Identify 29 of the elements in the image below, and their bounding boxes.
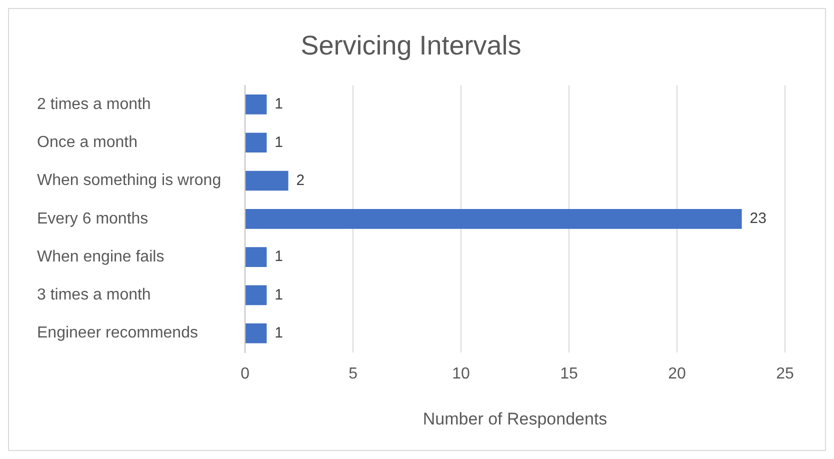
x-tick-label: 5: [348, 365, 358, 382]
bar: [246, 94, 267, 114]
y-tick-label: When something is wrong: [37, 172, 222, 190]
bar: [246, 247, 267, 267]
y-tick-label: When engine fails: [37, 248, 164, 266]
data-label: 1: [274, 286, 284, 304]
bar: [246, 170, 288, 191]
bar: [246, 132, 267, 153]
x-tick-label: 20: [668, 365, 686, 382]
data-label: 1: [274, 96, 284, 113]
y-tick-label: 3 times a month: [37, 286, 151, 304]
data-label: 1: [274, 248, 284, 266]
x-tick-label: 0: [240, 365, 250, 382]
y-tick-label: Engineer recommends: [37, 324, 198, 342]
data-label: 1: [274, 324, 284, 342]
chart-title: Servicing Intervals: [300, 30, 522, 61]
y-tick-label: Every 6 months: [37, 210, 148, 228]
data-label: 2: [296, 172, 305, 189]
y-tick-label: 2 times a month: [37, 96, 151, 113]
x-tick-label: 25: [776, 365, 794, 382]
y-tick-label: Once a month: [37, 134, 138, 152]
bar: [246, 285, 267, 306]
bar: [246, 208, 742, 229]
x-tick-label: 10: [452, 365, 470, 382]
x-axis-title: Number of Respondents: [422, 409, 608, 428]
bar: [246, 323, 267, 344]
x-tick-label: 15: [560, 365, 578, 382]
data-label: 23: [750, 210, 766, 228]
data-label: 1: [274, 134, 284, 151]
